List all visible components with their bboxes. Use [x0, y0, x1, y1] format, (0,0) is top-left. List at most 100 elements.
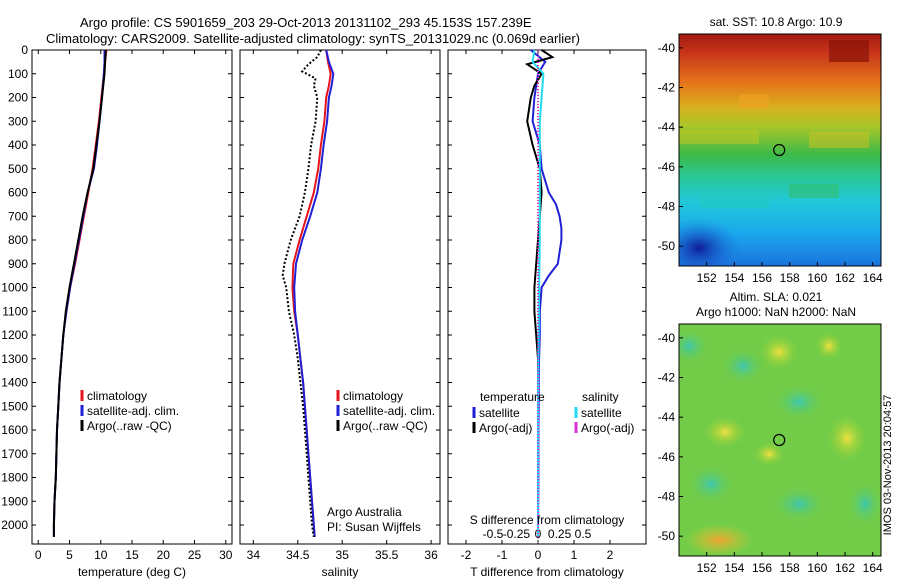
s-tick-label: -0.25 [503, 527, 531, 541]
legend-label: Argo(..raw -QC) [343, 419, 428, 433]
difference-lines [448, 49, 646, 544]
depth-tick-label: 1600 [1, 423, 28, 437]
x-tick-label: 34.5 [286, 548, 310, 562]
legend-label: satellite-adj. clim. [87, 404, 179, 418]
depth-tick-labels: 0 100 200 300 400 500 600 700 800 900 1000 1100 1200… [1, 43, 28, 532]
lon-tick-label: 154 [724, 271, 744, 285]
x-tick-label: 36 [424, 548, 438, 562]
imos-timestamp: IMOS 03-Nov-2013 20:04:57 [882, 395, 894, 536]
temperature-tick-labels: 0 5 10 15 20 25 30 [35, 50, 233, 562]
legend-label: Argo(-adj) [581, 421, 634, 435]
sla-map-panel: Altim. SLA: 0.021 Argo h1000: NaN h2000:… [658, 290, 883, 575]
depth-tick-label: 1500 [1, 399, 28, 413]
lon-tick-label: 152 [697, 271, 717, 285]
legend-label: climatology [87, 389, 147, 403]
sst-profile-marker [773, 143, 786, 157]
series-line-2 [52, 49, 107, 537]
lat-tick-label: -48 [658, 490, 676, 504]
lat-tick-label: -42 [658, 81, 676, 95]
credit-line-2: PI: Susan Wijffels [327, 520, 421, 534]
sla-map-image [679, 324, 881, 556]
legend-label: Argo(..raw -QC) [87, 419, 172, 433]
s-tick-label: 0.25 [548, 527, 572, 541]
x-tick-label: 10 [94, 548, 108, 562]
depth-tick-label: 500 [8, 162, 28, 176]
x-tick-label: 35.5 [375, 548, 399, 562]
temperature-axes-frame [31, 49, 233, 545]
sst-map-panel: sat. SST: 10.8 Argo: 10.9 152 154 156 158 16… [658, 15, 883, 285]
difference-legend: temperature salinitysatelliteArgo(-adj)sa… [472, 390, 634, 435]
depth-tick-label: 1000 [1, 281, 28, 295]
lon-tick-label: 158 [780, 561, 800, 575]
depth-tick-label: 900 [8, 257, 28, 271]
s-tick-label: 0.5 [575, 527, 592, 541]
sst-map-title: sat. SST: 10.8 Argo: 10.9 [710, 15, 843, 29]
lon-tick-label: 162 [835, 271, 855, 285]
x-tick-label: -2 [461, 548, 472, 562]
legend-label: satellite [479, 406, 520, 420]
depth-tick-label: 100 [8, 67, 28, 81]
depth-tick-label: 1300 [1, 352, 28, 366]
x-tick-label: 0 [35, 548, 42, 562]
lon-tick-label: 152 [697, 561, 717, 575]
depth-tick-label: 0 [21, 43, 28, 57]
depth-tick-label: 400 [8, 138, 28, 152]
header-line-2: Climatology: CARS2009. Satellite-adjuste… [46, 31, 580, 46]
temperature-xlabel: temperature (deg C) [78, 565, 186, 579]
lon-tick-label: 154 [724, 561, 744, 575]
sst-map-tick-labels: 152 154 156 158 160 162 164 -40 -42 -44 -46 -48 -50 [658, 41, 883, 285]
x-tick-label: 34 [247, 548, 261, 562]
legend-label: climatology [343, 389, 403, 403]
temperature-lines [32, 49, 232, 537]
series-line-1 [293, 49, 335, 537]
difference-panel: -2 -1 0 1 2 -0.5 -0.25 0 0.25 0.5 T difference f… [447, 49, 647, 579]
depth-tick-label: 1200 [1, 328, 28, 342]
x-tick-label: -1 [497, 548, 508, 562]
lat-tick-label: -44 [658, 120, 676, 134]
legend-header-temperature: temperature [480, 390, 545, 404]
x-tick-label: 30 [219, 548, 233, 562]
depth-tick-label: 700 [8, 209, 28, 223]
lon-tick-label: 164 [863, 561, 883, 575]
depth-tick-label: 800 [8, 233, 28, 247]
x-tick-label: 1 [571, 548, 578, 562]
temperature-panel: 0100200300400500600700800900100011001200… [1, 43, 232, 579]
lat-tick-label: -40 [658, 41, 676, 55]
lon-tick-label: 164 [863, 271, 883, 285]
depth-tick-label: 1400 [1, 376, 28, 390]
x-tick-label: 2 [607, 548, 614, 562]
sla-map-subtitle: Argo h1000: NaN h2000: NaN [696, 305, 856, 319]
depth-tick-label: 2000 [1, 518, 28, 532]
header-line-1: Argo profile: CS 5901659_203 29-Oct-2013… [80, 15, 532, 30]
lon-tick-label: 156 [752, 561, 772, 575]
x-tick-label: 15 [125, 548, 139, 562]
depth-tick-label: 1800 [1, 471, 28, 485]
depth-tick-label: 1900 [1, 494, 28, 508]
salinity-panel: 34 34.5 35 35.5 36 salinity climatologysatel… [239, 49, 441, 579]
x-tick-label: 25 [188, 548, 202, 562]
depth-tick-label: 200 [8, 91, 28, 105]
s-difference-xlabel: S difference from climatology [470, 513, 625, 527]
salinity-axes-frame [239, 49, 441, 545]
sst-map-frame [678, 33, 882, 267]
lat-tick-label: -50 [658, 239, 676, 253]
lat-tick-label: -46 [658, 450, 676, 464]
lat-tick-label: -42 [658, 371, 676, 385]
lat-tick-label: -50 [658, 529, 676, 543]
depth-tick-label: 300 [8, 114, 28, 128]
x-tick-label: 20 [157, 548, 171, 562]
t-difference-xlabel: T difference from climatology [470, 565, 624, 579]
difference-axes-frame [447, 49, 647, 545]
sla-map-title: Altim. SLA: 0.021 [730, 290, 823, 304]
lon-tick-label: 156 [752, 271, 772, 285]
salinity-tick-labels: 34 34.5 35 35.5 36 [247, 50, 438, 562]
depth-tick-label: 1700 [1, 447, 28, 461]
salinity-xlabel: salinity [322, 565, 359, 579]
legend-label: satellite [581, 406, 622, 420]
lat-tick-label: -40 [658, 331, 676, 345]
credit-line-1: Argo Australia [327, 505, 402, 519]
sst-map-image [679, 34, 881, 266]
